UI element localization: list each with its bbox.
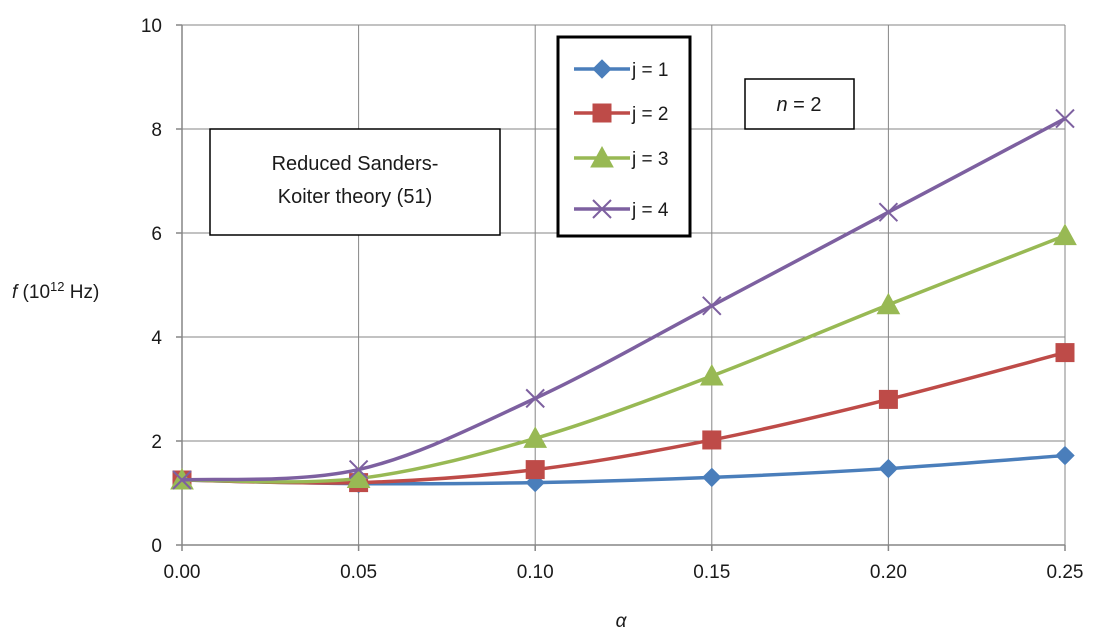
legend-label: j = 1	[631, 60, 668, 81]
theory-annotation-line1: Reduced Sanders-	[272, 153, 439, 175]
series-4-line	[181, 117, 1066, 482]
series-1-point	[1055, 445, 1075, 466]
x-tick-label: 0.25	[1047, 562, 1084, 583]
series-4-point-stroke-b	[525, 388, 545, 409]
y-tick-label: 0	[151, 536, 162, 557]
series-2-point	[878, 389, 898, 409]
n-annotation-symbol: n	[776, 94, 787, 116]
series-4-point-stroke-b	[878, 202, 899, 222]
legend-swatch-marker	[590, 145, 614, 168]
tick-labels: 0 2 4 6 8 10 0.00 0.05 0.10 0.15 0.20 0.25	[141, 16, 1084, 583]
legend-item-1: j = 1	[574, 59, 668, 81]
series-4-point	[172, 470, 192, 490]
series-2	[172, 343, 1075, 493]
y-axis-label-unit: Hz)	[65, 282, 100, 303]
y-axis-label: f (1012 Hz)	[12, 279, 99, 304]
legend-item-2: j = 2	[574, 103, 668, 125]
n-annotation-box	[744, 78, 855, 130]
x-tick-label: 0.10	[517, 562, 554, 583]
series-3-line	[181, 233, 1066, 484]
series-4	[172, 108, 1075, 490]
series-4-point-stroke-b	[702, 296, 722, 316]
n-annotation: n = 2	[744, 78, 855, 130]
series-2-line	[181, 350, 1066, 485]
y-tick-label: 10	[141, 16, 162, 37]
series-1-point	[702, 467, 722, 488]
series-4-point-stroke-b	[172, 470, 192, 490]
series-3-point	[523, 426, 548, 448]
y-axis-label-prefix: (10	[17, 282, 50, 303]
theory-annotation-box	[209, 128, 501, 236]
theory-annotation: Reduced Sanders- Koiter theory (51)	[209, 128, 501, 236]
legend-item-3: j = 3	[574, 145, 668, 170]
series-4-point	[878, 202, 899, 222]
series-4-point	[525, 388, 545, 409]
series-1	[172, 445, 1075, 494]
series-3-point	[699, 363, 724, 386]
series-4-point	[348, 459, 369, 480]
legend-item-4: j = 4	[574, 199, 669, 221]
series-4-point-stroke-b	[348, 459, 369, 480]
legend-box	[556, 35, 692, 238]
y-axis-label-symbol: f	[12, 282, 19, 303]
series-3-point	[1053, 223, 1077, 246]
series-3-point	[346, 466, 371, 488]
x-tick-label: 0.00	[164, 562, 201, 583]
legend-label: j = 4	[631, 200, 669, 221]
x-axis-label: α	[616, 611, 628, 632]
legend-swatch-marker-stroke-b	[592, 199, 612, 219]
series-2-point	[702, 430, 722, 450]
series-4-point-stroke-b	[1055, 108, 1075, 129]
series-4-point	[702, 296, 722, 316]
legend-label: j = 2	[631, 104, 668, 125]
n-annotation-value: = 2	[788, 94, 822, 116]
legend-label: j = 3	[631, 149, 668, 170]
y-tick-label: 2	[151, 432, 162, 453]
axes	[176, 24, 1066, 551]
series-1-point	[878, 458, 899, 479]
x-tick-label: 0.20	[870, 562, 907, 583]
legend-swatch-marker	[592, 59, 612, 79]
legend-swatch-marker	[592, 199, 612, 219]
legend-swatch-marker	[592, 103, 612, 123]
y-tick-label: 6	[151, 224, 162, 245]
series-2-point	[1055, 343, 1075, 363]
series-3-point	[876, 292, 901, 315]
series-1-line	[181, 453, 1066, 486]
series-2-point	[525, 460, 545, 480]
y-axis-label-exponent: 12	[50, 279, 64, 294]
legend: j = 1 j = 2 j = 3 j = 4	[556, 35, 692, 238]
y-tick-label: 8	[151, 120, 162, 141]
n-annotation-text: n = 2	[776, 94, 821, 116]
x-tick-label: 0.05	[340, 562, 377, 583]
y-tick-label: 4	[151, 328, 162, 349]
x-tick-label: 0.15	[693, 562, 730, 583]
series-4-point	[1055, 108, 1075, 129]
series-layer	[170, 108, 1077, 494]
theory-annotation-line2: Koiter theory (51)	[278, 186, 433, 208]
series-3	[170, 223, 1077, 490]
